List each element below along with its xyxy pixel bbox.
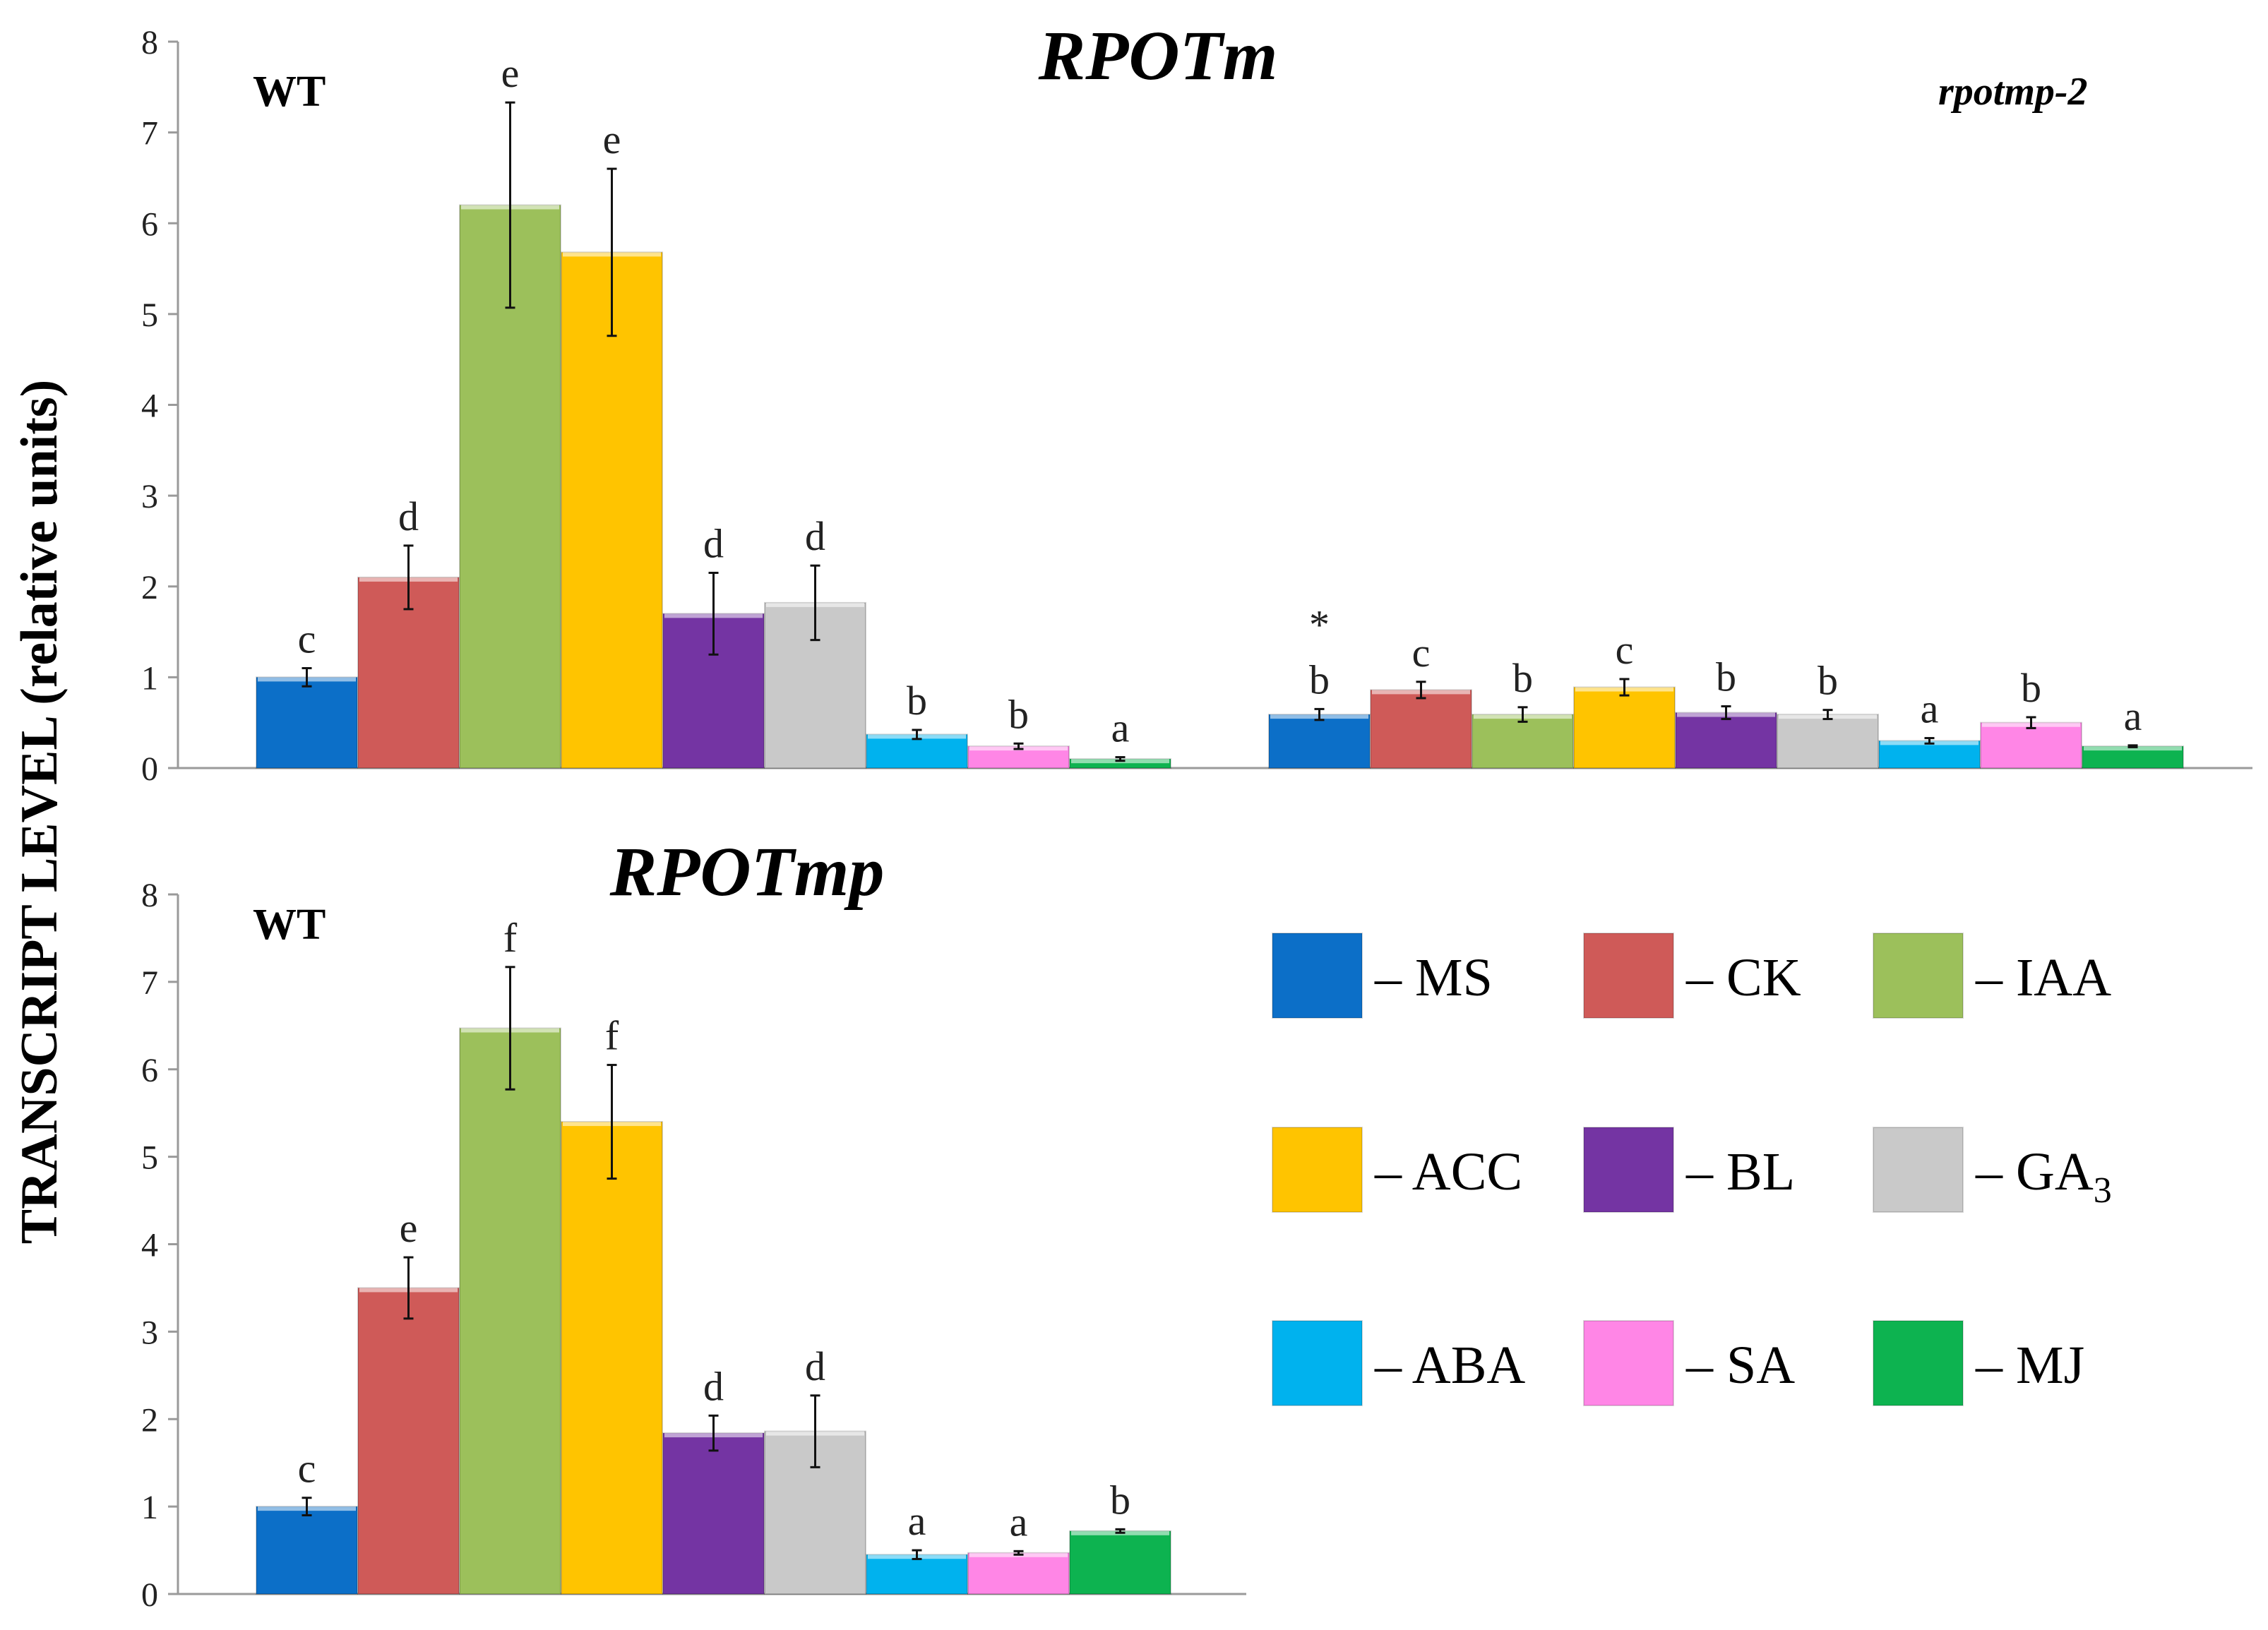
chart-title-rpotmp: RPOTmp [609,832,885,911]
significance-letter: a [1111,705,1130,751]
bar-ck [357,1287,460,1595]
bar-sa [967,1552,1070,1595]
y-axis-label: TRANSCRIPT LEVEL (relative units) [11,380,68,1245]
significance-letter: a [908,1498,926,1544]
significance-letter: b [907,678,927,724]
asterisk-annotation: * [1309,601,1330,647]
bar-aba [1878,740,1981,769]
y-tick-label: 1 [141,1489,158,1526]
bar-iaa [1472,714,1574,769]
legend-swatch-mj [1873,1320,1964,1406]
legend-swatch-ck [1583,933,1674,1019]
genotype-label-wt-bottom: WT [253,901,326,949]
significance-letter: e [501,50,520,96]
legend-swatch-aba [1272,1320,1363,1406]
legend-label-acc: – ACC [1374,1142,1522,1201]
significance-letter: d [805,513,825,559]
significance-letter: b [2021,665,2041,711]
bar-acc [561,1121,663,1595]
significance-letter: d [805,1343,825,1389]
genotype-label-rpotmp-2: rpotmp-2 [1938,70,2088,114]
legend-swatch-ms [1272,933,1363,1019]
bar-iaa [459,1027,561,1595]
significance-letter: d [398,493,419,539]
legend-label-bl: – BL [1685,1142,1795,1201]
significance-letter: d [703,1363,724,1409]
bar-mj [1069,1530,1171,1595]
panel-rpotm-wt: RPOTm WT 0 1 2 3 4 5 6 7 8 c d e e d d b b a [141,16,1277,788]
significance-letter: e [603,116,621,162]
y-tick-label: 7 [141,115,158,152]
significance-letter: c [298,616,316,662]
y-tick-label: 6 [141,205,158,243]
legend-swatch-iaa [1873,933,1964,1019]
bar-acc [561,251,663,769]
bar-acc [1573,686,1676,769]
y-tick-label: 2 [141,569,158,606]
panel-rpotm-mutant: rpotmp-2 b c b c b b a b a * [1246,70,2252,769]
y-tick-label: 2 [141,1401,158,1439]
legend-swatch-bl [1583,1127,1674,1213]
significance-letter: a [1010,1499,1028,1545]
chart-title-rpotm: RPOTm [1038,16,1278,95]
legend-label-ms: – MS [1374,948,1493,1007]
significance-letter: e [400,1205,418,1251]
legend-label-mj: – MJ [1975,1336,2084,1395]
bar-bl [662,613,765,769]
y-tick-label: 8 [141,877,158,914]
legend-label-sa: – SA [1685,1336,1795,1395]
bar-ms [1268,714,1371,769]
significance-letter: c [298,1446,316,1492]
bar-aba [866,733,968,769]
y-tick-label: 3 [141,1314,158,1351]
significance-letter: b [1309,657,1330,702]
legend-label-iaa: – IAA [1975,948,2111,1007]
y-tick-label: 4 [141,388,158,425]
bar-ga3 [1777,714,1879,769]
significance-letter: a [1921,686,1939,732]
significance-letter: f [503,915,518,961]
genotype-label-wt: WT [253,68,326,116]
legend-label-ga: – GA3 [1975,1142,2112,1211]
bar-ms [256,676,358,769]
bar-bl [662,1432,765,1595]
significance-letter: c [1616,627,1634,673]
y-tick-label: 1 [141,659,158,697]
y-tick-label: 5 [141,1139,158,1177]
significance-letter: f [605,1013,619,1059]
significance-letter: a [2124,693,2142,739]
bar-sa [1980,721,2082,769]
significance-letter: b [1818,658,1838,704]
significance-letter: d [703,520,724,566]
bar-highlight [2084,746,2182,751]
y-tick-label: 5 [141,296,158,334]
significance-letter: b [1110,1477,1130,1523]
legend-swatch-acc [1272,1127,1363,1213]
significance-letter: b [1008,691,1029,737]
y-tick-label: 0 [141,1576,158,1614]
bar-ms [256,1506,358,1595]
y-tick-label: 7 [141,964,158,1002]
y-tick-label: 8 [141,24,158,61]
legend-swatch-sa [1583,1320,1674,1406]
bar-ck [1370,689,1472,769]
significance-letter: b [1512,655,1533,701]
bar-aba [866,1554,968,1595]
legend-swatch-ga [1873,1127,1964,1213]
bar-bl [1675,712,1777,769]
significance-letter: c [1412,630,1431,676]
legend-label-aba: – ABA [1374,1336,1525,1395]
y-tick-label: 4 [141,1227,158,1264]
y-tick-label: 3 [141,478,158,515]
y-tick-label: 0 [141,750,158,788]
panel-rpotmp-wt: RPOTmp WT 0 1 2 3 4 5 6 7 8 c e f f d d a a b [141,832,1246,1614]
significance-letter: b [1716,654,1736,700]
legend-label-ck: – CK [1685,948,1801,1007]
y-tick-label: 6 [141,1052,158,1089]
legend: – MS – CK – IAA – ACC – BL – GA3 – ABA – SA – MJ [1272,933,2112,1406]
